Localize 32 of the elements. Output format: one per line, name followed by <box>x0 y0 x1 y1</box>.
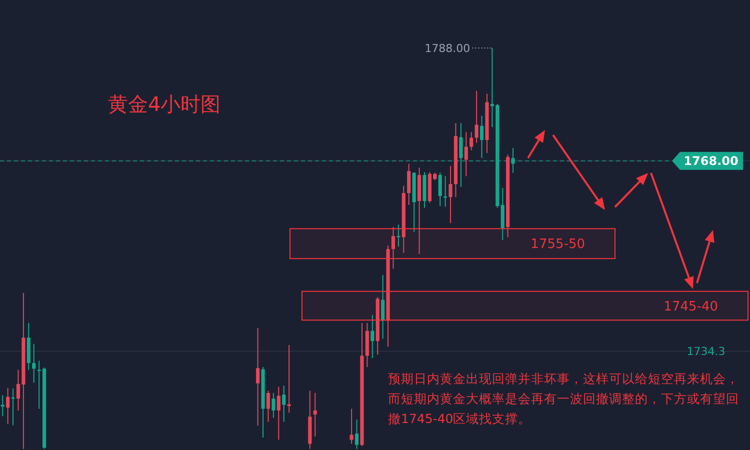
text: 黄金4小时图 <box>108 92 221 116</box>
candlestick <box>511 147 515 174</box>
candlestick <box>276 386 280 440</box>
candlestick <box>11 388 15 426</box>
candlestick <box>272 392 276 418</box>
y-tick-label: 1768.00 <box>684 154 738 168</box>
candlestick <box>480 115 484 159</box>
candlestick <box>407 163 411 206</box>
candlestick <box>313 392 317 437</box>
candlestick <box>370 314 374 358</box>
candlestick <box>474 90 478 144</box>
annotation: 预期日内黄金出现回弹并非坏事，这样可以给短空再来机会， <box>388 371 739 386</box>
candlestick <box>266 390 270 422</box>
candlestick <box>464 132 468 177</box>
candlestick <box>6 387 10 425</box>
candlestick <box>381 274 385 340</box>
candlestick <box>32 343 36 384</box>
candlestick <box>354 419 359 450</box>
candlestick <box>500 188 504 240</box>
candlestick <box>391 226 396 270</box>
band-label: 1745-40 <box>664 299 718 314</box>
candlestick <box>282 385 286 422</box>
candlestick <box>256 328 260 426</box>
annotation: 1788.00 <box>424 42 470 55</box>
candlestick <box>350 408 354 444</box>
candlestick <box>448 165 452 224</box>
annotation: 而短期内黄金大概率是会再有一波回撤调整的，下方或有望回 <box>388 391 739 406</box>
annotation: 撤1745-40区域找支撑。 <box>388 411 532 426</box>
y-tick-label: 1734.3 <box>686 345 726 358</box>
band-label: 1755-50 <box>530 237 585 252</box>
candlestick <box>470 132 474 151</box>
candlestick <box>438 172 442 207</box>
